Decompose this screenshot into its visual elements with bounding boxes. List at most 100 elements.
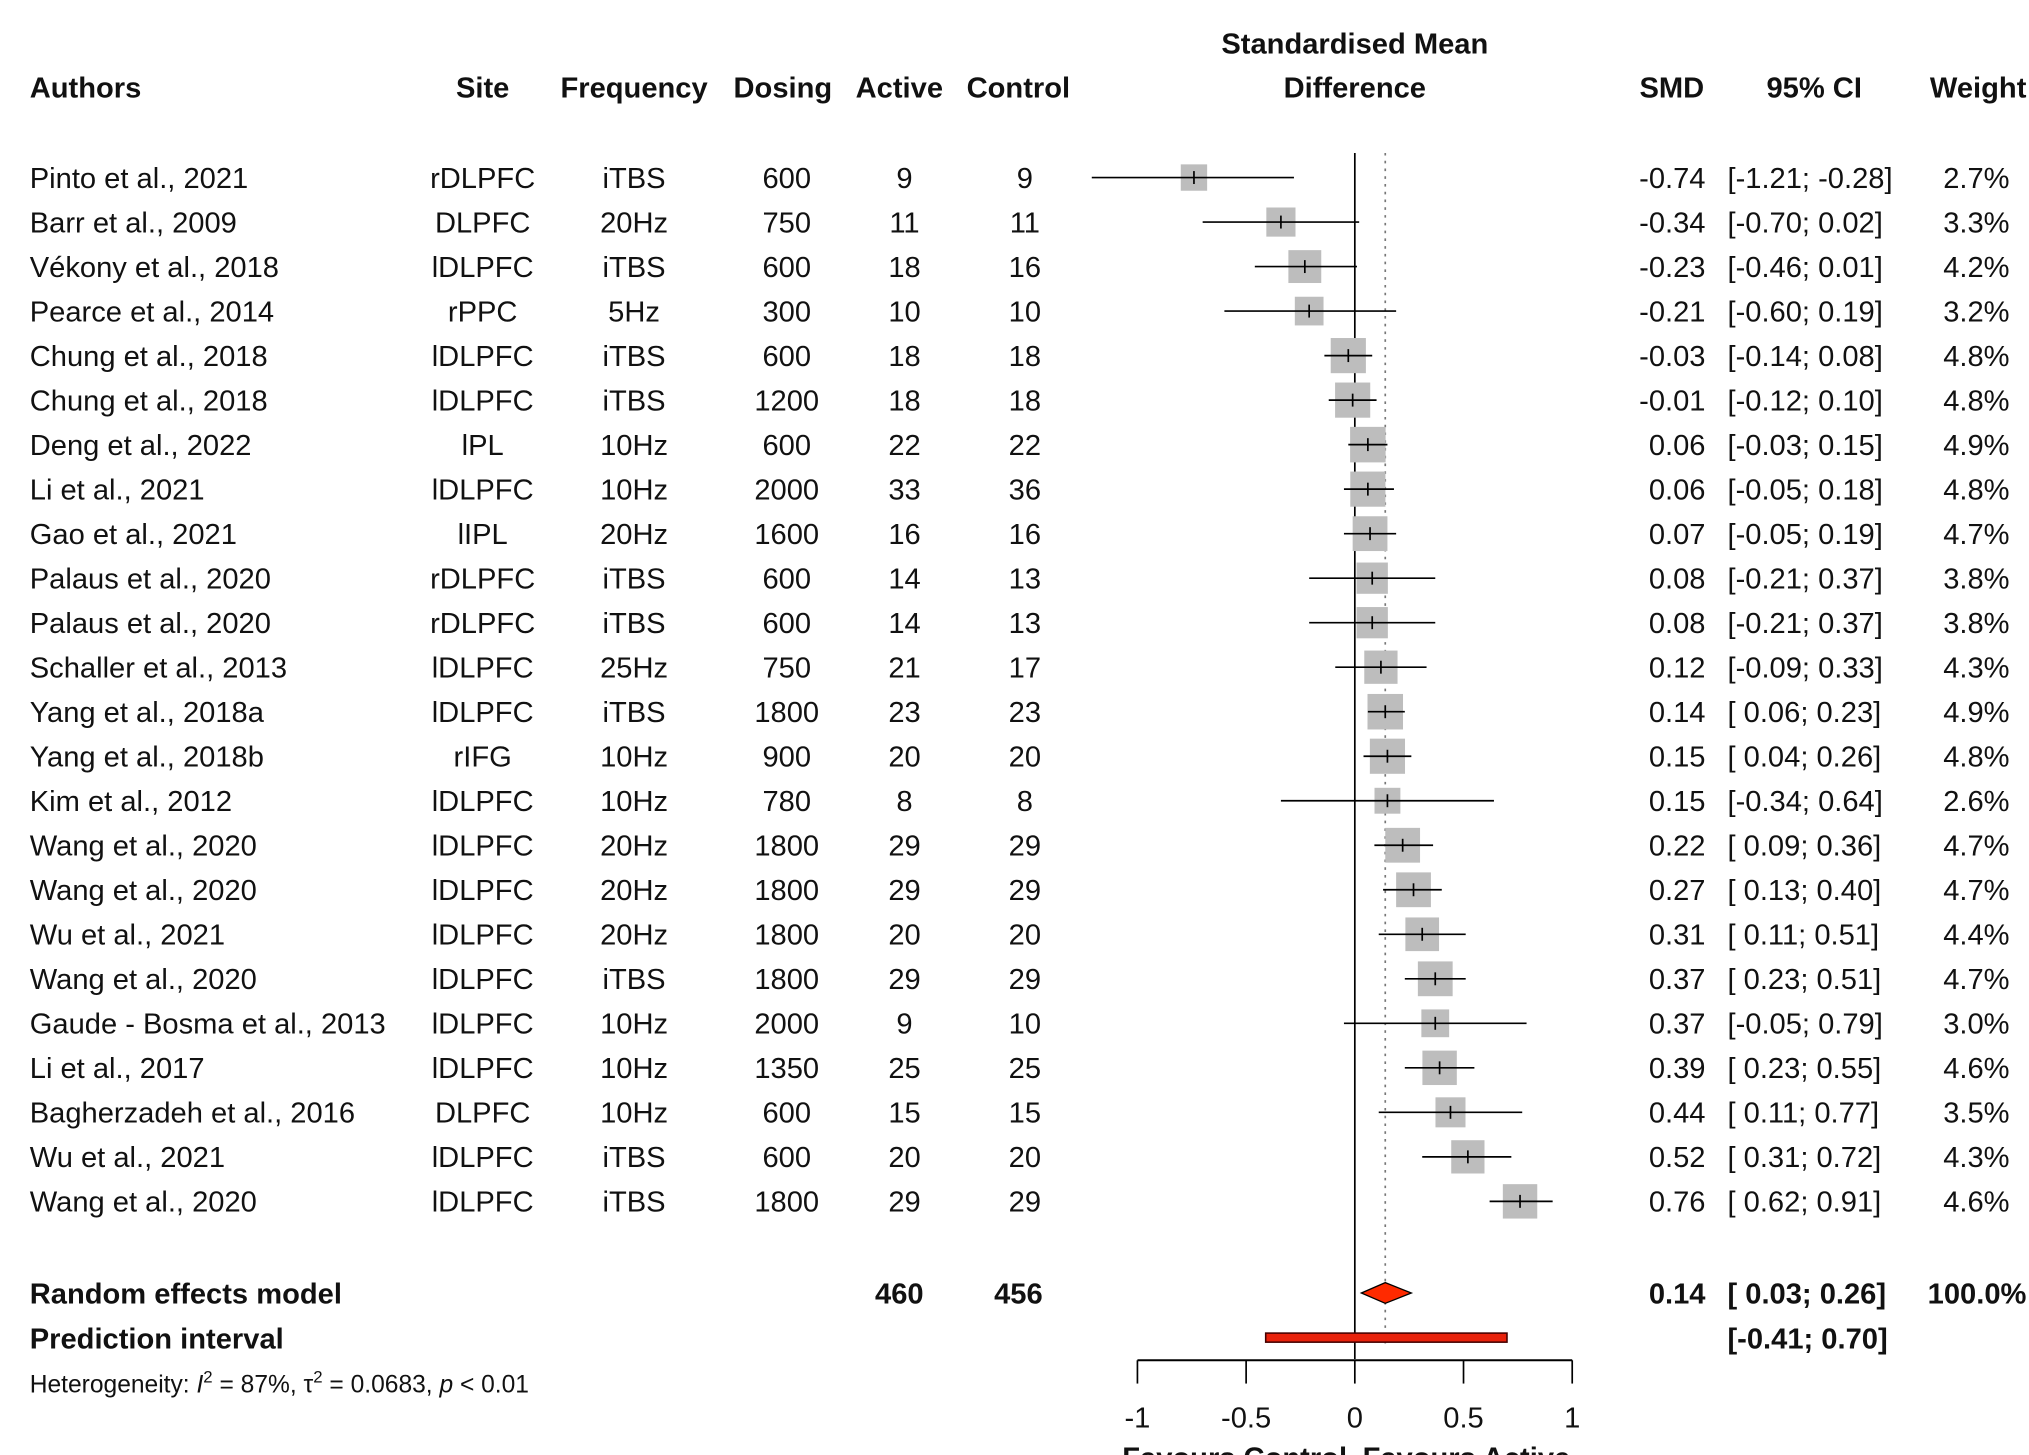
study-active-n: 25 — [888, 1053, 920, 1085]
header-active: Active — [856, 72, 943, 104]
study-frequency: iTBS — [603, 252, 666, 284]
study-ci: [ 0.11; 0.51] — [1727, 920, 1879, 952]
study-row: Pearce et al., 2014 rPPC 5Hz 300 10 10 -0.21 [-… — [30, 296, 2010, 328]
study-author: Gao et al., 2021 — [30, 519, 237, 551]
study-active-n: 18 — [888, 385, 920, 417]
study-weight: 4.4% — [1943, 920, 2009, 952]
study-ci: [ 0.11; 0.77] — [1727, 1098, 1879, 1130]
study-active-n: 9 — [896, 1009, 912, 1041]
study-site: lDLPFC — [432, 875, 534, 907]
study-site: lDLPFC — [432, 697, 534, 729]
study-ci: [-1.21; -0.28] — [1727, 163, 1892, 195]
study-weight: 4.3% — [1943, 653, 2009, 685]
study-weight: 3.0% — [1943, 1009, 2009, 1041]
x-axis: -1 -0.5 0 0.5 1 Favours Control Favours Active — [1122, 1359, 1580, 1455]
study-site: rPPC — [448, 296, 518, 328]
study-frequency: 10Hz — [600, 430, 668, 462]
study-control-n: 29 — [1009, 1187, 1041, 1219]
study-smd: 0.06 — [1649, 474, 1706, 506]
study-weight: 4.6% — [1943, 1187, 2009, 1219]
header-ci: 95% CI — [1766, 72, 1861, 104]
study-active-n: 14 — [888, 608, 920, 640]
study-smd: 0.39 — [1649, 1053, 1706, 1085]
study-weight: 3.3% — [1943, 207, 2009, 239]
study-row: Li et al., 2021 lDLPFC 10Hz 2000 33 36 0.06 [-0… — [30, 471, 2010, 507]
study-smd: 0.15 — [1649, 742, 1706, 774]
study-control-n: 23 — [1009, 697, 1041, 729]
random-effects-label: Random effects model — [30, 1278, 342, 1310]
random-effects-diamond — [1359, 1281, 1414, 1305]
study-site: DLPFC — [435, 207, 530, 239]
study-active-n: 8 — [896, 786, 912, 818]
study-site: lDLPFC — [432, 786, 534, 818]
study-row: Palaus et al., 2020 rDLPFC iTBS 600 14 13 0.08… — [30, 562, 2010, 596]
study-site: lDLPFC — [432, 1009, 534, 1041]
study-ci: [ 0.23; 0.55] — [1727, 1053, 1881, 1085]
study-dosing: 1350 — [754, 1053, 819, 1085]
study-control-n: 29 — [1009, 831, 1041, 863]
study-dosing: 750 — [762, 653, 811, 685]
study-site: lDLPFC — [432, 1142, 534, 1174]
study-ci: [-0.03; 0.15] — [1727, 430, 1882, 462]
study-smd: 0.08 — [1649, 564, 1706, 596]
study-ci: [-0.05; 0.18] — [1727, 474, 1882, 506]
study-dosing: 1800 — [754, 920, 819, 952]
study-smd: 0.31 — [1649, 920, 1706, 952]
study-smd: 0.22 — [1649, 831, 1706, 863]
study-frequency: 20Hz — [600, 831, 668, 863]
study-ci: [ 0.09; 0.36] — [1727, 831, 1881, 863]
study-frequency: iTBS — [603, 964, 666, 996]
study-smd: 0.08 — [1649, 608, 1706, 640]
favours-active-label: Favours Active — [1363, 1443, 1571, 1455]
study-control-n: 18 — [1009, 385, 1041, 417]
study-frequency: 20Hz — [600, 920, 668, 952]
x-axis-tick-label: -1 — [1124, 1403, 1150, 1435]
study-smd: 0.06 — [1649, 430, 1706, 462]
study-active-n: 20 — [888, 742, 920, 774]
study-control-n: 8 — [1017, 786, 1033, 818]
study-ci: [ 0.04; 0.26] — [1727, 742, 1881, 774]
study-smd: -0.74 — [1639, 163, 1705, 195]
study-site: lDLPFC — [432, 1187, 534, 1219]
random-effects-control: 456 — [994, 1278, 1043, 1310]
study-ci: [-0.46; 0.01] — [1727, 252, 1882, 284]
study-active-n: 23 — [888, 697, 920, 729]
study-weight: 3.8% — [1943, 564, 2009, 596]
study-active-n: 9 — [896, 163, 912, 195]
study-weight: 4.8% — [1943, 742, 2009, 774]
study-smd: 0.37 — [1649, 1009, 1706, 1041]
study-control-n: 13 — [1009, 564, 1041, 596]
study-frequency: 25Hz — [600, 653, 668, 685]
study-active-n: 29 — [888, 964, 920, 996]
study-dosing: 1800 — [754, 1187, 819, 1219]
study-author: Chung et al., 2018 — [30, 385, 268, 417]
study-dosing: 600 — [762, 564, 811, 596]
study-author: Wu et al., 2021 — [30, 920, 225, 952]
study-frequency: 20Hz — [600, 519, 668, 551]
study-ci: [-0.60; 0.19] — [1727, 296, 1882, 328]
study-author: Yang et al., 2018a — [30, 697, 265, 729]
study-row: Wang et al., 2020 lDLPFC 20Hz 1800 29 29 0.27 [… — [30, 872, 2010, 908]
study-control-n: 25 — [1009, 1053, 1041, 1085]
study-ci: [ 0.13; 0.40] — [1727, 875, 1881, 907]
study-author: Wang et al., 2020 — [30, 831, 257, 863]
study-active-n: 20 — [888, 920, 920, 952]
x-axis-tick-label: 0.5 — [1443, 1403, 1483, 1435]
study-ci: [ 0.06; 0.23] — [1727, 697, 1881, 729]
heterogeneity-text: Heterogeneity: I2 = 87%, τ2 = 0.0683, p … — [30, 1367, 529, 1398]
study-site: lDLPFC — [432, 920, 534, 952]
study-dosing: 750 — [762, 207, 811, 239]
study-control-n: 11 — [1010, 207, 1040, 239]
study-author: Wu et al., 2021 — [30, 1142, 225, 1174]
study-author: Deng et al., 2022 — [30, 430, 252, 462]
study-frequency: iTBS — [603, 697, 666, 729]
study-dosing: 600 — [762, 341, 811, 373]
header-authors: Authors — [30, 72, 142, 104]
study-frequency: iTBS — [603, 163, 666, 195]
study-frequency: 10Hz — [600, 1098, 668, 1130]
study-site: rDLPFC — [430, 163, 535, 195]
study-frequency: iTBS — [603, 608, 666, 640]
study-weight: 4.9% — [1943, 697, 2009, 729]
study-dosing: 2000 — [754, 1009, 819, 1041]
study-author: Chung et al., 2018 — [30, 341, 268, 373]
